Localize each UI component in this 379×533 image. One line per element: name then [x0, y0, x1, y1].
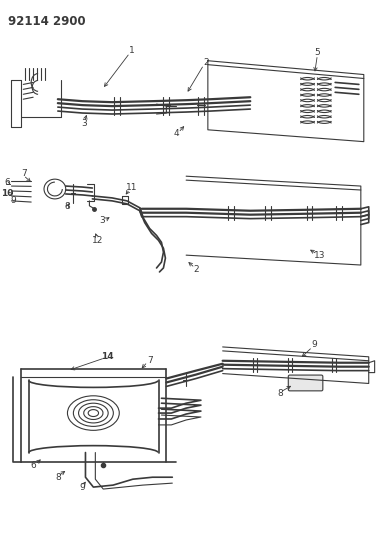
Text: 1: 1	[129, 46, 135, 55]
Text: 3: 3	[99, 216, 105, 225]
Text: 11: 11	[126, 182, 138, 191]
Text: 14: 14	[101, 352, 113, 361]
Text: 5: 5	[315, 49, 320, 58]
Text: 6: 6	[30, 461, 36, 470]
Text: 92114 2900: 92114 2900	[8, 15, 86, 28]
Text: 2: 2	[193, 265, 199, 274]
Text: 8: 8	[65, 203, 70, 211]
Text: 7: 7	[147, 356, 152, 365]
Text: 10: 10	[1, 189, 14, 198]
Text: 13: 13	[314, 251, 325, 260]
Text: 9: 9	[11, 196, 16, 205]
Text: 8: 8	[277, 389, 283, 398]
Text: 8: 8	[55, 473, 61, 482]
Text: 9: 9	[80, 482, 85, 491]
Text: 3: 3	[81, 119, 87, 128]
FancyBboxPatch shape	[288, 375, 323, 391]
Text: 7: 7	[21, 169, 27, 177]
Text: 6: 6	[5, 177, 10, 187]
Text: 9: 9	[312, 341, 317, 350]
Text: 4: 4	[174, 129, 179, 138]
Text: 12: 12	[92, 236, 103, 245]
Text: 2: 2	[203, 58, 209, 67]
